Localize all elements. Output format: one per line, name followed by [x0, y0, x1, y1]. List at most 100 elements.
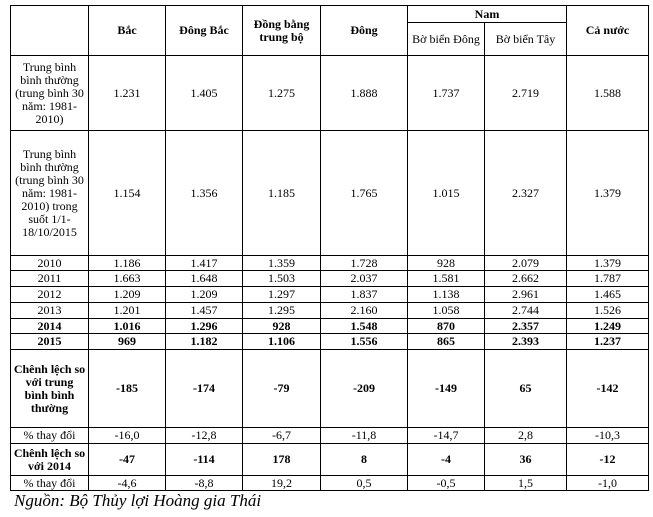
cell: -47 — [88, 443, 166, 476]
table-row: 2012 1.209 1.209 1.297 1.837 1.138 2.961 1.465 — [10, 286, 650, 303]
table-row: 2011 1.663 1.648 1.503 2.037 1.581 2.662 1.787 — [10, 270, 650, 287]
table-row: 2010 1.186 1.417 1.359 1.728 928 2.079 1.379 — [10, 255, 650, 271]
cell: -149 — [407, 349, 485, 428]
cell: 1.186 — [88, 255, 166, 271]
cell: 1.457 — [165, 302, 243, 319]
cell: 1.295 — [242, 302, 321, 319]
cell: 1.249 — [566, 318, 650, 334]
source-note: Nguồn: Bộ Thủy lợi Hoàng gia Thái — [14, 491, 262, 510]
cell: 1.275 — [242, 55, 321, 131]
cell: 1.787 — [566, 270, 650, 287]
column-header: Đồng bằng trung bộ — [242, 5, 321, 56]
cell: 2.393 — [483, 333, 568, 350]
row-label: 2012 — [10, 286, 89, 303]
cell: 1.765 — [320, 130, 408, 256]
header-row: Bắc Đông Bắc Đồng bằng trung bộ Đông Nam… — [10, 5, 650, 56]
cell: -12,8 — [165, 427, 243, 444]
cell: 928 — [242, 318, 321, 334]
cell: 1.356 — [165, 130, 243, 256]
cell: 1.417 — [165, 255, 243, 271]
cell: 1.209 — [88, 286, 166, 303]
cell: -4 — [407, 443, 485, 476]
cell: 2.719 — [483, 55, 568, 131]
cell: 1.737 — [407, 55, 485, 131]
cell: 1.016 — [88, 318, 166, 334]
cell: 1.182 — [165, 333, 243, 350]
cell: -16,0 — [88, 427, 166, 444]
cell: 2.357 — [483, 318, 568, 334]
column-header: Cả nước — [566, 5, 650, 56]
cell: 2.037 — [320, 270, 408, 287]
table-row: 2013 1.201 1.457 1.295 2.160 1.058 2.744 1.526 — [10, 302, 650, 319]
cell: 1.503 — [242, 270, 321, 287]
data-table: Bắc Đông Bắc Đồng bằng trung bộ Đông Nam… — [10, 5, 650, 491]
table-row: Chênh lệch so với trung bình bình thường… — [10, 349, 650, 428]
table-row: Chênh lệch so với 2014 -47 -114 178 8 -4 36 -12 — [10, 443, 650, 476]
cell: 1.296 — [165, 318, 243, 334]
cell: -12 — [566, 443, 650, 476]
cell: 1.379 — [566, 130, 650, 256]
table-row: % thay đổi -16,0 -12,8 -6,7 -11,8 -14,7 2,8 -10… — [10, 427, 650, 444]
cell: -142 — [566, 349, 650, 428]
cell: 1.297 — [242, 286, 321, 303]
cell: 2.744 — [483, 302, 568, 319]
table-row: % thay đổi -4,6 -8,8 19,2 0,5 -0,5 1,5 -1,0 — [10, 475, 650, 491]
column-header: Đông — [320, 5, 408, 56]
row-label: 2014 — [10, 318, 89, 334]
cell: -0,5 — [407, 475, 485, 491]
corner-cell — [10, 5, 89, 56]
cell: -79 — [242, 349, 321, 428]
row-label: % thay đổi — [10, 475, 89, 491]
cell: 1.588 — [566, 55, 650, 131]
cell: 8 — [320, 443, 408, 476]
cell: 1.154 — [88, 130, 166, 256]
cell: 1,5 — [483, 475, 568, 491]
cell: 1.888 — [320, 55, 408, 131]
cell: 928 — [407, 255, 485, 271]
cell: 2,8 — [483, 427, 568, 444]
row-label: 2011 — [10, 270, 89, 287]
cell: 1.663 — [88, 270, 166, 287]
cell: 969 — [88, 333, 166, 350]
row-label: Trung bình bình thường (trung bình 30 nă… — [10, 130, 89, 256]
table-body: Trung bình bình thường (trung bình 30 nă… — [10, 55, 650, 491]
cell: -185 — [88, 349, 166, 428]
cell: 870 — [407, 318, 485, 334]
cell: 1.556 — [320, 333, 408, 350]
cell: 1.209 — [165, 286, 243, 303]
cell: 1.138 — [407, 286, 485, 303]
column-header: Nam — [406, 5, 568, 23]
cell: 36 — [483, 443, 568, 476]
cell: 1.106 — [242, 333, 321, 350]
cell: 1.581 — [407, 270, 485, 287]
row-label: 2013 — [10, 302, 89, 319]
cell: 1.359 — [242, 255, 321, 271]
cell: 2.662 — [483, 270, 568, 287]
cell: -209 — [320, 349, 408, 428]
cell: -114 — [165, 443, 243, 476]
cell: -4,6 — [88, 475, 166, 491]
cell: -174 — [165, 349, 243, 428]
cell: 1.648 — [165, 270, 243, 287]
row-label: % thay đổi — [10, 427, 89, 444]
cell: 1.728 — [320, 255, 408, 271]
table-row: Trung bình bình thường (trung bình 30 nă… — [10, 55, 650, 131]
cell: -10,3 — [566, 427, 650, 444]
cell: -14,7 — [407, 427, 485, 444]
cell: 1.201 — [88, 302, 166, 319]
cell: 1.465 — [566, 286, 650, 303]
cell: 1.231 — [88, 55, 166, 131]
table-row: Trung bình bình thường (trung bình 30 nă… — [10, 130, 650, 256]
cell: 2.327 — [483, 130, 568, 256]
cell: 1.837 — [320, 286, 408, 303]
cell: 0,5 — [320, 475, 408, 491]
cell: 2.160 — [320, 302, 408, 319]
cell: -8,8 — [165, 475, 243, 491]
cell: 2.961 — [483, 286, 568, 303]
column-header: Đông Bắc — [165, 5, 243, 56]
row-label: Chênh lệch so với trung bình bình thường — [10, 349, 89, 428]
table-row: 2014 1.016 1.296 928 1.548 870 2.357 1.249 — [10, 318, 650, 334]
cell: 1.237 — [566, 333, 650, 350]
cell: 1.058 — [407, 302, 485, 319]
